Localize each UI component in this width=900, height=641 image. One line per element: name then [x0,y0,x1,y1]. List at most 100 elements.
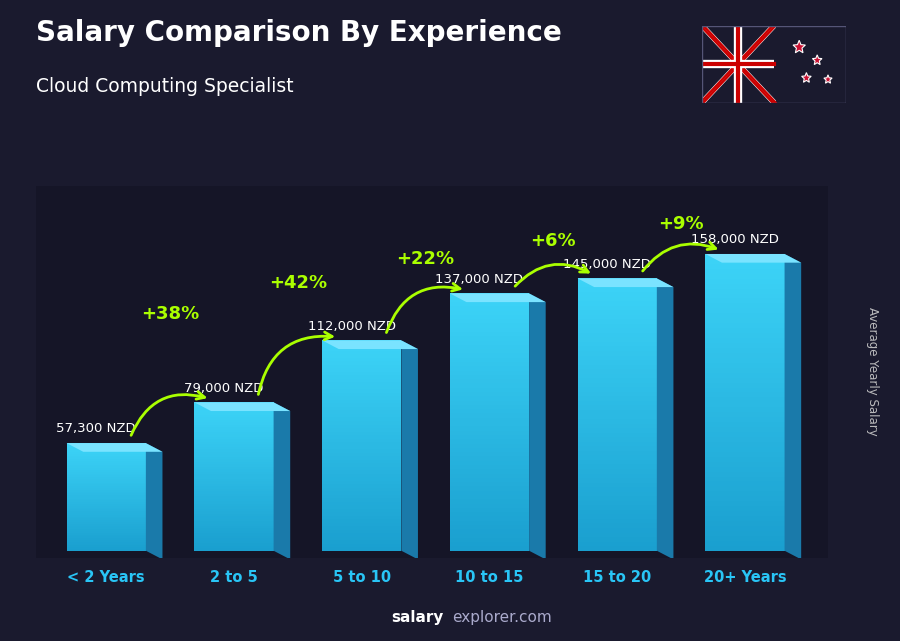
Polygon shape [578,328,657,333]
Text: Cloud Computing Specialist: Cloud Computing Specialist [36,77,293,96]
Polygon shape [322,417,401,421]
Polygon shape [706,511,785,516]
Polygon shape [322,354,401,358]
Polygon shape [67,528,146,529]
Polygon shape [67,447,146,449]
Polygon shape [450,362,529,366]
Polygon shape [67,504,146,506]
Polygon shape [322,340,401,344]
Polygon shape [322,453,401,456]
Polygon shape [322,403,401,407]
Polygon shape [194,435,274,437]
Polygon shape [706,481,785,487]
Polygon shape [450,370,529,375]
Polygon shape [194,427,274,429]
Polygon shape [67,538,146,540]
Polygon shape [706,487,785,492]
Text: 137,000 NZD: 137,000 NZD [436,273,523,286]
Polygon shape [578,446,657,451]
Polygon shape [322,522,401,526]
Polygon shape [194,479,274,481]
Polygon shape [824,75,832,83]
Polygon shape [578,392,657,396]
Polygon shape [706,467,785,472]
Polygon shape [706,299,785,303]
Polygon shape [706,343,785,348]
Polygon shape [194,519,274,521]
Polygon shape [450,405,529,409]
Polygon shape [450,294,545,302]
Text: 145,000 NZD: 145,000 NZD [563,258,651,271]
Polygon shape [578,292,657,297]
Polygon shape [578,347,657,351]
Polygon shape [194,538,274,541]
Polygon shape [67,545,146,547]
Polygon shape [322,344,401,347]
Polygon shape [706,462,785,467]
Polygon shape [706,492,785,496]
Polygon shape [194,452,274,454]
Polygon shape [322,533,401,537]
Text: 112,000 NZD: 112,000 NZD [308,320,395,333]
Polygon shape [706,284,785,288]
Polygon shape [67,520,146,522]
Polygon shape [578,455,657,460]
Polygon shape [706,442,785,447]
Polygon shape [194,467,274,469]
Polygon shape [322,515,401,519]
Polygon shape [194,506,274,509]
Polygon shape [322,449,401,453]
Polygon shape [322,424,401,428]
Polygon shape [322,484,401,488]
Polygon shape [706,437,785,442]
Polygon shape [67,499,146,501]
Polygon shape [578,542,657,546]
Polygon shape [578,387,657,392]
Polygon shape [67,461,146,463]
Polygon shape [194,440,274,442]
Text: 20+ Years: 20+ Years [704,570,787,585]
Polygon shape [706,427,785,432]
Polygon shape [67,488,146,490]
Polygon shape [146,443,163,560]
Polygon shape [67,540,146,542]
Polygon shape [67,450,146,452]
Polygon shape [450,422,529,426]
Polygon shape [194,536,274,538]
Polygon shape [578,496,657,501]
Polygon shape [706,472,785,476]
Polygon shape [578,301,657,306]
Polygon shape [450,379,529,383]
Polygon shape [450,409,529,413]
Polygon shape [450,353,529,358]
Polygon shape [194,541,274,544]
Polygon shape [322,537,401,540]
Polygon shape [450,490,529,495]
Polygon shape [450,332,529,337]
Polygon shape [578,546,657,551]
Polygon shape [706,432,785,437]
Polygon shape [322,351,401,354]
Polygon shape [274,403,290,560]
Polygon shape [450,452,529,456]
Polygon shape [322,397,401,400]
Polygon shape [67,519,146,520]
Text: < 2 Years: < 2 Years [68,570,145,585]
Polygon shape [450,328,529,332]
Polygon shape [706,506,785,511]
Polygon shape [194,509,274,511]
Polygon shape [322,470,401,474]
Polygon shape [706,531,785,536]
Polygon shape [450,431,529,435]
Polygon shape [450,392,529,396]
Polygon shape [450,487,529,490]
Polygon shape [322,438,401,442]
Polygon shape [194,437,274,440]
Polygon shape [706,383,785,388]
Polygon shape [706,294,785,299]
Polygon shape [194,462,274,464]
Polygon shape [578,524,657,528]
Polygon shape [194,469,274,472]
Polygon shape [322,414,401,417]
Polygon shape [578,428,657,433]
